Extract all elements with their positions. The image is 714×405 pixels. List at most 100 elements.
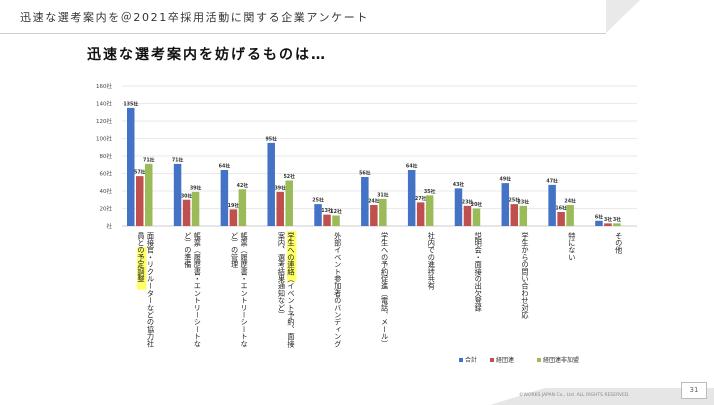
data-label: 24社 [368,198,380,205]
category-label: 帳票（履歴書・エントリーシートな [240,231,249,347]
data-label: 135社 [123,100,138,107]
bar [145,163,153,226]
bar [323,214,331,226]
bar [613,223,621,226]
bar [285,180,293,226]
legend-label: 経団連非加盟 [543,356,579,364]
data-label: 23社 [518,198,530,205]
bar [566,205,574,226]
data-label: 27社 [415,195,427,202]
bar [332,215,340,226]
bar [191,191,200,226]
data-label: 3社 [604,216,612,223]
category-label: 学生への連絡（イベント予約、面接 [287,231,296,348]
bar [472,208,481,226]
bar [238,189,247,226]
data-label: 25社 [312,197,324,204]
bar [501,183,510,226]
data-label: 20社 [471,201,483,208]
page-number: 31 [681,382,707,399]
bar [136,176,144,226]
legend-label: 経団連 [496,356,514,364]
y-tick-label: 120社 [96,117,112,125]
data-label: 39社 [274,184,286,191]
data-label: 3社 [613,216,621,223]
legend-swatch [490,358,494,362]
data-label: 13社 [321,207,333,214]
legend-swatch [459,358,463,362]
bar [267,142,275,226]
bar [182,199,191,226]
data-label: 57社 [134,169,146,176]
data-label: 39社 [190,184,202,191]
y-tick-label: 100社 [96,135,112,143]
bar [173,163,182,226]
data-label: 64社 [406,163,418,170]
data-label: 64社 [219,163,231,170]
bar [407,170,416,226]
bar [557,212,565,226]
category-label: 面接官・リクルーターなどの協力社 [147,232,156,348]
header-bar: 迅速な選考案内を＠2021卒採用活動に関する企業アンケート [0,0,714,34]
page-header-title: 迅速な選考案内を＠2021卒採用活動に関する企業アンケート [20,11,369,24]
bar [454,188,463,226]
category-label: 説明会・面接の出欠登録 [474,231,483,311]
data-label: 49社 [500,176,512,183]
data-label: 19社 [228,202,240,209]
bar [548,184,556,226]
category-label: 特にない [568,231,577,261]
category-label: 帳票（履歴書・エントリーシートな [193,231,202,347]
category-label: 案内、選考結果通知など） [277,231,286,318]
data-label: 16社 [555,205,567,212]
y-tick-label: 40社 [100,187,113,195]
category-label: ど）の管理 [231,232,240,268]
category-label: ど）の準備 [184,232,193,269]
category-label: 学生への予約促進（電話、メール） [381,231,390,347]
data-label: 31社 [377,191,389,198]
data-label: 95社 [265,135,277,142]
category-label: 外部イベント参加者のバンディング [334,231,343,347]
bar [370,205,378,226]
data-label: 25社 [509,197,521,204]
label-highlight [137,247,147,290]
y-tick-label: 80社 [100,152,113,160]
header-divider [0,33,606,34]
category-label: 学生からの問い合わせ対応 [521,231,530,319]
data-label: 71社 [143,156,155,163]
y-tick-label: 20社 [100,205,113,213]
bar [604,223,612,226]
data-label: 35社 [424,188,436,195]
data-label: 52社 [283,173,295,180]
data-label: 23社 [462,198,474,205]
y-tick-label: 140社 [96,100,112,108]
chart-heading: 迅速な選考案内を妨げるものは… [87,47,327,63]
y-tick-label: 160社 [96,82,112,90]
data-label: 43社 [453,181,465,188]
bar [127,107,135,226]
bar [510,204,519,226]
bar [314,204,322,226]
copyright-text: ©WORKS JAPAN Co., Ltd. ALL RIGHTS RESERV… [519,393,630,398]
legend-swatch [537,358,541,362]
bar [595,220,603,226]
legend-label: 合計 [465,356,477,364]
bar [229,209,238,226]
category-label: 社内での進捗共有 [427,231,436,290]
bar [416,202,425,226]
data-label: 71社 [172,156,184,163]
bar [519,205,528,226]
category-label: 員との予定調整 [137,232,146,283]
bar [361,177,369,226]
bar [425,195,434,226]
data-label: 42社 [237,182,249,189]
data-label: 56社 [359,170,371,177]
bar [379,198,387,226]
data-label: 47社 [546,177,558,184]
data-label: 12社 [330,208,342,215]
bar [276,191,284,226]
data-label: 24社 [564,198,576,205]
category-label: その他 [615,232,624,255]
data-label: 30社 [181,192,193,199]
bar [463,205,472,226]
